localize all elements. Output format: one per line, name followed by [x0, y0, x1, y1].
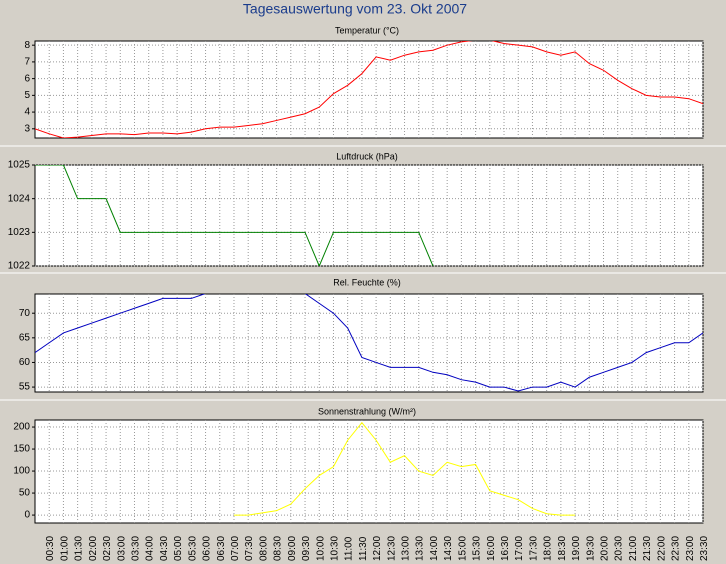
x-tick-label: 07:00: [230, 536, 241, 561]
y-tick-label: 8: [24, 40, 30, 51]
x-tick-label: 23:00: [685, 536, 696, 561]
x-tick-label: 19:30: [585, 536, 596, 561]
x-tick-label: 21:30: [642, 536, 653, 561]
plot-area: [34, 293, 704, 393]
x-tick-label: 01:00: [59, 536, 70, 561]
data-line: [35, 165, 434, 266]
x-tick-label: 09:30: [301, 536, 312, 561]
x-tick-label: 15:30: [472, 536, 483, 561]
x-tick-label: 09:00: [287, 536, 298, 561]
y-tick-label: 55: [19, 382, 31, 393]
y-tick-label: 65: [19, 332, 31, 343]
x-tick-label: 05:30: [187, 536, 198, 561]
x-tick-label: 06:00: [202, 536, 213, 561]
x-tick-label: 21:00: [628, 536, 639, 561]
y-tick-label: 150: [13, 444, 30, 455]
x-tick-label: 18:00: [543, 536, 554, 561]
data-line: [35, 294, 703, 392]
x-tick-label: 14:30: [443, 536, 454, 561]
x-tick-label: 14:00: [429, 536, 440, 561]
panel-title: Luftdruck (hPa): [336, 151, 398, 161]
x-tick-label: 17:30: [528, 536, 539, 561]
x-tick-label: 12:30: [386, 536, 397, 561]
x-tick-label: 20:00: [600, 536, 611, 561]
plot-area: [34, 40, 704, 139]
x-tick-label: 16:00: [486, 536, 497, 561]
x-tick-label: 03:30: [130, 536, 141, 561]
x-tick-label: 11:30: [358, 536, 369, 561]
x-tick-label: 07:30: [244, 536, 255, 561]
x-tick-label: 02:30: [102, 536, 113, 561]
x-tick-label: 13:30: [415, 536, 426, 561]
x-tick-label: 06:30: [216, 536, 227, 561]
x-tick-label: 10:00: [315, 536, 326, 561]
y-tick-label: 60: [19, 357, 31, 368]
x-tick-label: 15:00: [457, 536, 468, 561]
x-tick-label: 11:00: [344, 536, 355, 561]
y-tick-label: 6: [24, 73, 30, 84]
y-tick-label: 1023: [8, 227, 31, 238]
x-tick-label: 22:30: [671, 536, 682, 561]
plot-area: [34, 164, 704, 267]
x-tick-label: 01:30: [74, 536, 85, 561]
x-tick-label: 17:00: [514, 536, 525, 561]
y-tick-label: 7: [24, 57, 30, 68]
x-tick-label: 05:00: [173, 536, 184, 561]
x-tick-label: 08:00: [258, 536, 269, 561]
y-tick-label: 100: [13, 466, 30, 477]
x-tick-label: 04:30: [159, 536, 170, 561]
y-tick-label: 0: [24, 510, 30, 521]
x-tick-label: 13:00: [401, 536, 412, 561]
x-tick-label: 03:00: [116, 536, 127, 561]
y-tick-label: 1022: [8, 261, 31, 272]
y-tick-label: 1025: [8, 160, 31, 171]
x-tick-label: 10:30: [329, 536, 340, 561]
panel-title: Rel. Feuchte (%): [333, 277, 401, 287]
x-tick-label: 02:00: [88, 536, 99, 561]
y-tick-label: 3: [24, 123, 30, 134]
x-tick-label: 19:00: [571, 536, 582, 561]
x-tick-label: 16:30: [500, 536, 511, 561]
x-tick-label: 20:30: [614, 536, 625, 561]
y-tick-label: 5: [24, 90, 30, 101]
panel-title: Sonnenstrahlung (W/m²): [318, 406, 416, 416]
y-tick-label: 4: [24, 107, 30, 118]
x-tick-label: 08:30: [273, 536, 284, 561]
x-tick-label: 23:30: [699, 536, 710, 561]
data-line: [35, 41, 703, 138]
chart-title: Tagesauswertung vom 23. Okt 2007: [243, 1, 467, 17]
y-tick-label: 200: [13, 422, 30, 433]
x-tick-label: 00:30: [45, 536, 56, 561]
x-tick-label: 04:00: [145, 536, 156, 561]
y-tick-label: 50: [19, 488, 31, 499]
panel-title: Temperatur (°C): [335, 25, 399, 35]
y-tick-label: 70: [19, 308, 31, 319]
x-tick-label: 18:30: [557, 536, 568, 561]
y-tick-label: 1024: [8, 193, 31, 204]
x-tick-label: 12:00: [372, 536, 383, 561]
x-tick-label: 22:00: [656, 536, 667, 561]
data-line: [233, 421, 576, 516]
